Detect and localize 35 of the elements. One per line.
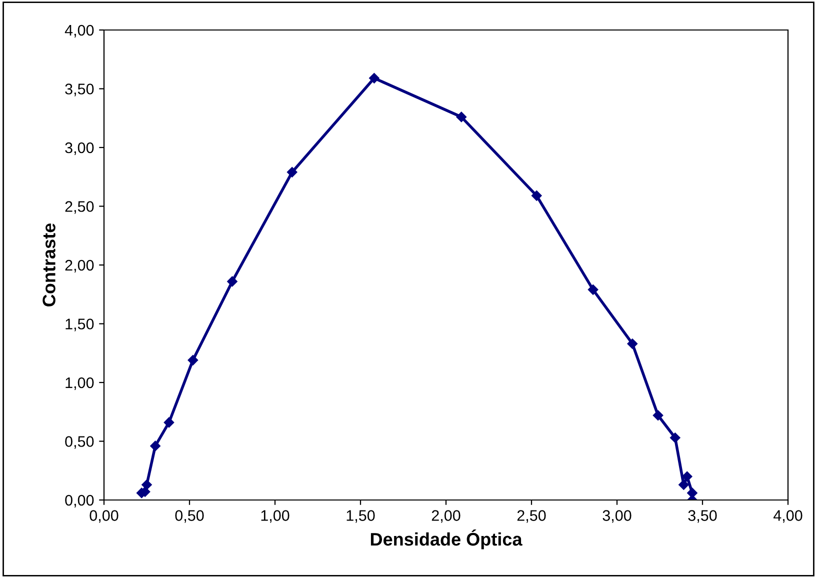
y-tick-label: 0,00 <box>65 494 94 508</box>
y-tick-label: 1,00 <box>66 377 94 390</box>
x-tick-label: 0,50 <box>175 510 204 523</box>
point <box>286 167 298 178</box>
x-tick-label: 2,50 <box>517 510 546 523</box>
point <box>627 338 638 349</box>
x-tick-label: 0,00 <box>90 510 118 523</box>
point <box>227 276 238 287</box>
point <box>588 284 598 295</box>
x-tick-label: 4,00 <box>773 510 802 523</box>
y-axis-title: Contraste <box>42 223 56 306</box>
point <box>164 417 174 428</box>
y-tick-label: 3,50 <box>65 84 94 96</box>
x-tick-label: 3,50 <box>688 510 717 523</box>
x-tick-label: 2,00 <box>432 510 460 523</box>
y-tick-label: 2,50 <box>65 201 94 214</box>
x-tick-label: 3,00 <box>602 510 632 523</box>
point <box>670 432 680 443</box>
y-tick-label: 4,00 <box>64 24 94 38</box>
y-tick-label: 1,50 <box>66 318 94 332</box>
point <box>188 355 198 366</box>
point <box>652 410 664 421</box>
point <box>369 73 380 84</box>
point <box>142 480 152 490</box>
y-tick-label: 3,00 <box>65 142 94 155</box>
x-tick-label: 1,50 <box>346 510 375 523</box>
point <box>456 112 467 122</box>
y-tick-label: 0,50 <box>65 436 94 449</box>
point <box>150 440 160 452</box>
y-tick-label: 2,00 <box>65 260 94 272</box>
x-tick-label: 1,00 <box>261 510 290 523</box>
point <box>532 190 542 201</box>
point <box>678 480 689 490</box>
point <box>682 471 692 482</box>
x-axis-title: Densidade Óptica <box>370 530 522 550</box>
